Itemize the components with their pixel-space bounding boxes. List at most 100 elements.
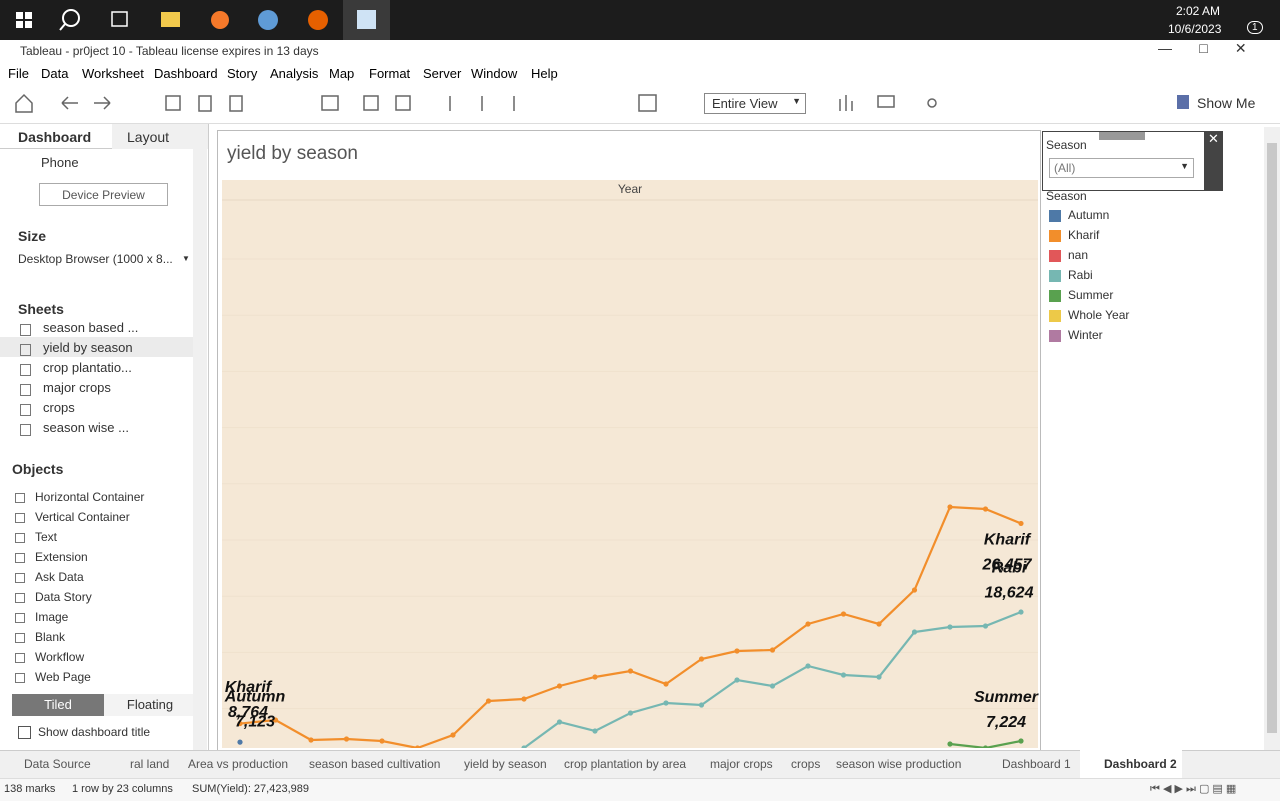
left-scrollbar[interactable] — [193, 149, 207, 750]
view-select-value: Entire View — [712, 96, 778, 111]
sheet-tab[interactable]: crop plantation by area — [564, 757, 687, 771]
size-select[interactable]: Desktop Browser (1000 x 8... — [18, 252, 173, 266]
object-item[interactable]: Workflow — [35, 650, 85, 664]
filter-handle[interactable] — [1099, 132, 1145, 140]
object-item[interactable]: Web Page — [35, 670, 91, 684]
sheet-item[interactable]: season based ... — [43, 320, 139, 335]
legend-swatch — [1049, 210, 1061, 222]
checkbox[interactable] — [18, 726, 31, 739]
legend-swatch — [1049, 310, 1061, 322]
layout-floating[interactable]: Floating — [104, 694, 196, 716]
object-icon — [15, 533, 25, 543]
sheet-icon — [20, 424, 31, 436]
notification-count[interactable]: 1 — [1247, 21, 1263, 34]
sheet-tab[interactable]: season wise production — [836, 757, 962, 771]
object-icon — [15, 673, 25, 683]
layout-tiled[interactable]: Tiled — [12, 694, 104, 716]
object-item[interactable]: Blank — [35, 630, 66, 644]
objects-heading: Objects — [12, 461, 64, 477]
object-icon — [15, 493, 25, 503]
status-bar: 138 marks 1 row by 23 columns SUM(Yield)… — [0, 778, 1280, 801]
panel-tab[interactable]: Layout — [112, 124, 208, 149]
object-item[interactable]: Extension — [35, 550, 88, 564]
object-item[interactable]: Vertical Container — [35, 510, 130, 524]
menu-item[interactable]: Data — [41, 66, 69, 81]
object-icon — [15, 613, 25, 623]
sheet-tab[interactable]: major crops — [710, 757, 773, 771]
filter-title: Season — [1046, 138, 1087, 152]
view-select[interactable]: Entire View ▼ — [704, 93, 806, 114]
menu-item[interactable]: Story — [227, 66, 258, 81]
menu-item[interactable]: Help — [531, 66, 558, 81]
window-title: Tableau - pr0ject 10 - Tableau license e… — [20, 44, 319, 58]
page-nav[interactable]: ⏮ ◀ ▶ ⏭ ▢ ▤ ▦ — [1150, 783, 1237, 795]
sheet-tab[interactable]: Area vs production — [188, 757, 289, 771]
clock-date: 10/6/2023 — [1168, 22, 1222, 36]
sheet-item[interactable]: season wise ... — [43, 420, 129, 435]
status-size: 1 row by 23 columns — [72, 783, 173, 795]
status-marks: 138 marks — [4, 783, 56, 795]
filter-controls[interactable]: ✕ — [1204, 131, 1223, 191]
object-icon — [15, 633, 25, 643]
object-icon — [15, 513, 25, 523]
show-title-label[interactable]: Show dashboard title — [38, 725, 151, 739]
filter-dropdown[interactable]: (All) ▼ — [1049, 158, 1194, 178]
active-tab-bg — [1080, 750, 1182, 778]
legend-label: Rabi — [1068, 268, 1093, 282]
object-item[interactable]: Image — [35, 610, 69, 624]
sheet-item[interactable]: yield by season — [43, 340, 133, 355]
object-item[interactable]: Text — [35, 530, 58, 544]
panel-tab-active[interactable]: Dashboard — [0, 124, 112, 149]
menu-item[interactable]: Window — [471, 66, 518, 81]
sheet-tab[interactable]: yield by season — [464, 757, 547, 771]
legend-label: Summer — [1068, 288, 1113, 302]
menu-item[interactable]: Analysis — [270, 66, 319, 81]
sheet-tab[interactable]: season based cultivation — [309, 757, 441, 771]
object-icon — [15, 573, 25, 583]
status-sum: SUM(Yield): 27,423,989 — [192, 783, 309, 795]
sheet-item[interactable]: major crops — [43, 380, 111, 395]
device-option: Phone — [41, 155, 79, 170]
device-preview-button[interactable]: Device Preview — [39, 183, 168, 206]
menu-item[interactable]: Server — [423, 66, 462, 81]
legend-swatch — [1049, 270, 1061, 282]
sheet-icon — [20, 404, 31, 416]
left-panel: Dashboard Layout Phone Device Preview Size De… — [0, 124, 209, 750]
menu-item[interactable]: Worksheet — [82, 66, 144, 81]
legend-title: Season — [1046, 189, 1087, 203]
size-arrow: ▼ — [182, 254, 190, 263]
sheet-tab[interactable]: crops — [791, 757, 821, 771]
menu-item[interactable]: Map — [329, 66, 355, 81]
legend-swatch — [1049, 330, 1061, 342]
sheet-icon — [20, 384, 31, 396]
window-controls[interactable]: — □ ✕ — [1158, 40, 1247, 56]
dashboard-frame — [217, 130, 1041, 750]
object-icon — [15, 593, 25, 603]
sheet-tab[interactable]: Dashboard 2 — [1104, 757, 1177, 771]
sheet-item[interactable]: crops — [43, 400, 75, 415]
size-heading: Size — [18, 228, 47, 244]
toolbar: Entire View ▼ Show Me — [0, 85, 1280, 124]
show-me-button[interactable]: Show Me — [1197, 95, 1256, 111]
sheet-tab[interactable]: ral land — [130, 757, 170, 771]
sheet-icon — [20, 364, 31, 376]
clock-time: 2:02 AM — [1176, 4, 1221, 18]
sheet-tab[interactable]: Dashboard 1 — [1002, 757, 1071, 771]
menu-item[interactable]: Format — [369, 66, 411, 81]
sheet-tab-bar: Data Source ral land Area vs production sea… — [0, 750, 1280, 779]
right-scrollbar[interactable] — [1264, 127, 1280, 750]
object-item[interactable]: Data Story — [35, 590, 92, 604]
object-item[interactable]: Horizontal Container — [35, 490, 145, 504]
sheet-icon — [20, 344, 31, 356]
menu-item[interactable]: File — [8, 66, 29, 81]
legend-label: nan — [1068, 248, 1088, 262]
sheet-tab[interactable]: Data Source — [24, 757, 91, 771]
menu-item[interactable]: Dashboard — [154, 66, 218, 81]
legend-swatch — [1049, 290, 1061, 302]
legend-label: Whole Year — [1068, 308, 1129, 322]
object-item[interactable]: Ask Data — [35, 570, 84, 584]
sheet-item[interactable]: crop plantatio... — [43, 360, 132, 375]
legend-label: Autumn — [1068, 208, 1109, 222]
filter-value: (All) — [1054, 161, 1076, 175]
sheets-heading: Sheets — [18, 301, 64, 317]
